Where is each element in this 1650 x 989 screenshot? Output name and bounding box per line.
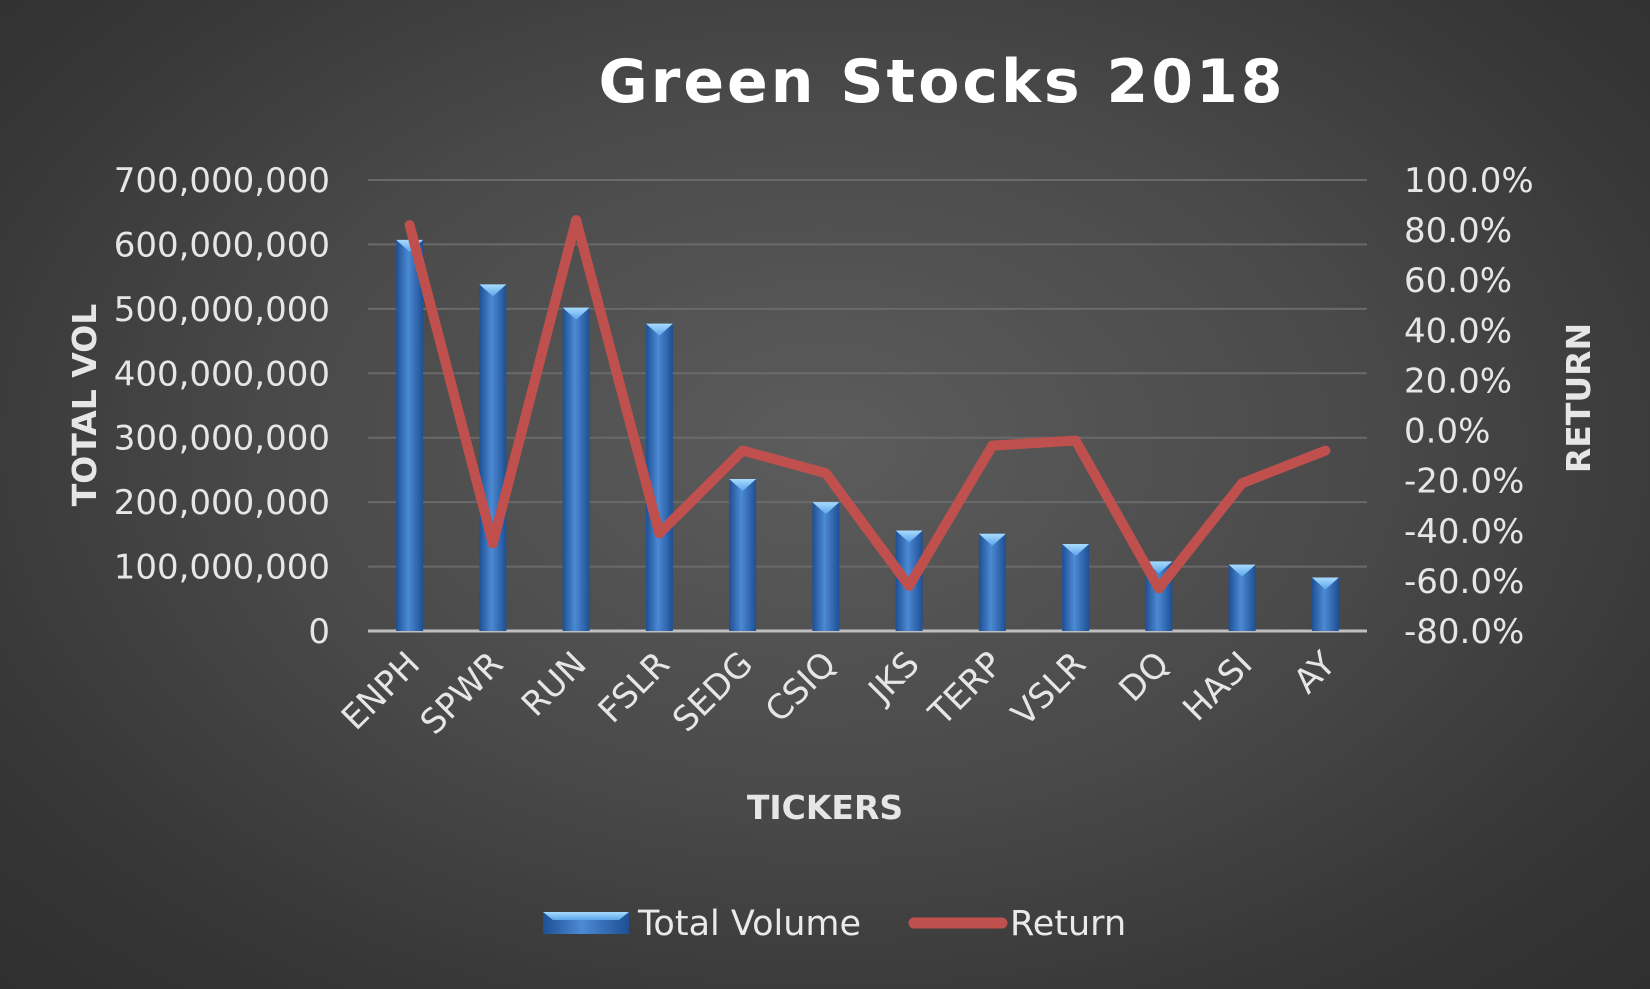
bar-body xyxy=(1062,544,1090,631)
return-point-jks xyxy=(907,583,912,588)
y-tick-label: 600,000,000 xyxy=(114,225,330,265)
x-tick-label: JKS xyxy=(860,644,928,712)
y-tick-label: 100,000,000 xyxy=(114,548,330,588)
bar-fslr xyxy=(645,323,673,631)
x-tick-label: AY xyxy=(1286,644,1344,702)
legend-swatch-bar-cap xyxy=(543,912,629,920)
bar-cap xyxy=(1228,564,1256,577)
bar-cap xyxy=(562,307,590,320)
bar-enph xyxy=(396,239,424,631)
bar-cap xyxy=(1311,577,1339,590)
bar-cap xyxy=(978,533,1006,546)
bar-body xyxy=(729,478,757,631)
y2-tick-label: 80.0% xyxy=(1404,211,1512,251)
y2-tick-label: -80.0% xyxy=(1404,612,1524,652)
x-tick-label: SEDG xyxy=(665,644,761,740)
return-point-enph xyxy=(407,223,412,228)
return-point-spwr xyxy=(490,541,495,546)
bar-body xyxy=(479,284,507,631)
x-axis-title: TICKERS xyxy=(747,788,903,827)
bar-run xyxy=(562,307,590,631)
x-tick-label: DQ xyxy=(1112,644,1178,710)
y-tick-label: 400,000,000 xyxy=(114,354,330,394)
bar-cap xyxy=(812,502,840,515)
bar-csiq xyxy=(812,502,840,631)
left-axis: 0 100,000,000 200,000,000 300,000,000 400,00… xyxy=(114,161,330,652)
bar-cap xyxy=(1145,561,1173,574)
volume-bars xyxy=(396,239,1339,631)
legend-item-return: Return xyxy=(908,904,1126,944)
bar-body xyxy=(812,502,840,631)
return-point-hasi xyxy=(1240,481,1245,486)
legend: Total Volume Return xyxy=(543,904,1126,944)
legend-label-total-volume: Total Volume xyxy=(637,904,861,944)
right-axis: -80.0% -60.0% -40.0% -20.0% 0.0% 20.0% 40.0% 60… xyxy=(1404,161,1534,652)
y2-tick-label: -60.0% xyxy=(1404,562,1524,602)
bar-terp xyxy=(978,533,1006,631)
y-tick-label: 500,000,000 xyxy=(114,290,330,330)
return-point-vslr xyxy=(1073,438,1078,443)
y2-tick-label: 40.0% xyxy=(1404,311,1512,351)
bar-cap xyxy=(479,284,507,297)
bar-body xyxy=(562,307,590,631)
x-tick-label: VSLR xyxy=(1004,644,1094,734)
y-axis-title: TOTAL VOL xyxy=(65,304,104,507)
x-tick-label: FSLR xyxy=(591,644,678,731)
return-point-fslr xyxy=(657,531,662,536)
bar-ay xyxy=(1311,577,1339,631)
x-tick-label: ENPH xyxy=(334,644,428,738)
x-tick-label: HASI xyxy=(1175,644,1260,729)
y-tick-label: 700,000,000 xyxy=(114,161,330,201)
bar-hasi xyxy=(1228,564,1256,631)
x-tick-label: SPWR xyxy=(413,644,512,743)
return-point-sedg xyxy=(740,448,745,453)
y-tick-label: 300,000,000 xyxy=(114,419,330,459)
return-line xyxy=(404,215,1331,594)
bar-vslr xyxy=(1062,544,1090,631)
bar-cap xyxy=(729,478,757,491)
y2-tick-label: -20.0% xyxy=(1404,462,1524,502)
return-point-csiq xyxy=(823,471,828,476)
bar-spwr xyxy=(479,284,507,631)
y2-tick-label: -40.0% xyxy=(1404,512,1524,552)
return-point-run xyxy=(574,218,579,223)
y2-tick-label: 100.0% xyxy=(1404,161,1534,201)
y2-axis-title: RETURN xyxy=(1559,323,1598,473)
bar-body xyxy=(396,239,424,631)
return-point-dq xyxy=(1156,586,1161,591)
bar-sedg xyxy=(729,478,757,631)
bar-cap xyxy=(895,530,923,543)
x-tick-label: TERP xyxy=(921,644,1011,734)
x-tick-label: RUN xyxy=(514,644,595,725)
bar-body xyxy=(645,323,673,631)
y2-tick-label: 20.0% xyxy=(1404,361,1512,401)
gridlines xyxy=(368,179,1367,633)
y2-tick-label: 0.0% xyxy=(1404,412,1490,452)
bar-cap xyxy=(1062,544,1090,557)
x-tick-label: CSIQ xyxy=(758,644,844,730)
return-line-layer xyxy=(404,215,1331,594)
chart-title: Green Stocks 2018 xyxy=(598,47,1285,117)
bar-cap xyxy=(645,323,673,336)
y2-tick-label: 60.0% xyxy=(1404,261,1512,301)
return-point-terp xyxy=(990,443,995,448)
legend-item-total-volume: Total Volume xyxy=(543,904,861,944)
legend-label-return: Return xyxy=(1010,904,1126,944)
bar-body xyxy=(978,533,1006,631)
y-tick-label: 0 xyxy=(308,612,330,652)
return-point-ay xyxy=(1323,448,1328,453)
y-tick-label: 200,000,000 xyxy=(114,483,330,523)
